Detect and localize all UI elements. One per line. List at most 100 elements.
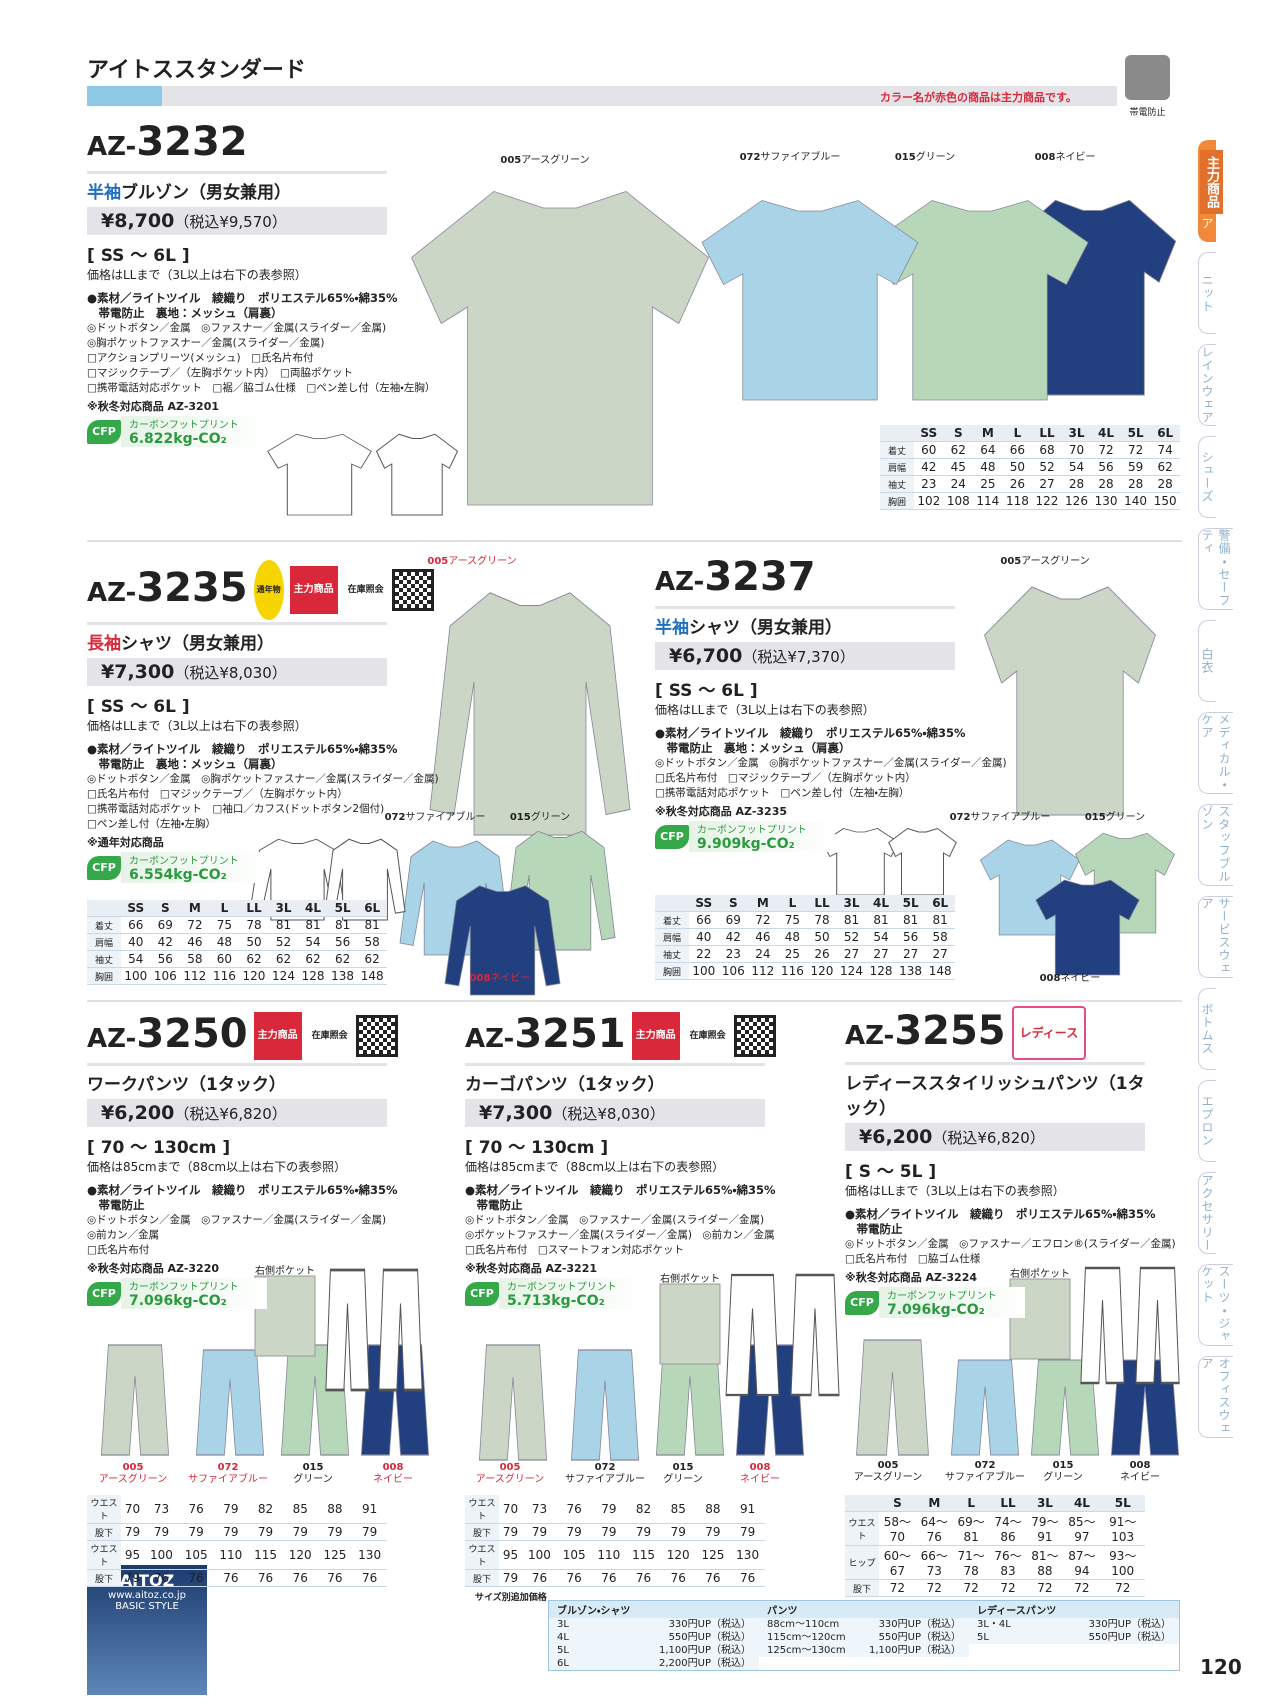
- cfp-value: 5.713kg-CO₂: [507, 1293, 605, 1309]
- size-row: 股下 79 79 79 79 79 79 79 79: [87, 1523, 387, 1541]
- size-cell: 72: [1100, 1579, 1145, 1597]
- size-cell: 79: [317, 1523, 353, 1541]
- name-text: レディーススタイリッシュパンツ（1タック）: [845, 1074, 1145, 1119]
- price-value: ¥8,700: [101, 210, 175, 232]
- size-table: SS S M L LL 3L 4L 5L 6L 着丈 66 69 72 75 78 81 81 81 81 肩幅 40 4…: [655, 895, 955, 980]
- spec-line: □氏名片布付 □マジックテープ／（左胸ポケット内）: [655, 772, 916, 784]
- size-cell: 100: [144, 1540, 179, 1570]
- size-cell: 106: [150, 967, 181, 985]
- size-table: SS S M L LL 3L 4L 5L 6L 着丈 60 62 64 66 68 70 72 72 74 肩幅 42 4…: [880, 425, 1180, 510]
- size-cell: 76: [178, 1495, 214, 1524]
- product: AZ-3250 主力商品 在庫照会 ワークパンツ（1タック） ¥6,200（税込¥6,8…: [87, 1012, 398, 1309]
- extra-price: 550円UP（税込）: [878, 1632, 961, 1643]
- row-label: 肩幅: [87, 933, 121, 951]
- size-cell: 71～78: [952, 1545, 990, 1580]
- size-cell: 62: [298, 950, 328, 968]
- size-cell: 23: [914, 475, 944, 493]
- color-label: 072サファイアブルー: [385, 812, 486, 824]
- corner-cell: [845, 1495, 879, 1512]
- size-header: 4L: [1091, 425, 1121, 442]
- size-cell: 52: [1032, 458, 1062, 476]
- name-accent: 半袖: [655, 618, 689, 638]
- size-cell: 100: [522, 1540, 557, 1570]
- spec-line: ◎ドットボタン／金属 ◎ファスナー／金属(スライダー／金属): [87, 322, 387, 334]
- size-cell: 79: [144, 1523, 179, 1541]
- size-cell: 50: [807, 928, 837, 946]
- size-cell: 25: [777, 945, 808, 963]
- color-name: ネイビー: [490, 973, 531, 984]
- row-label: ヒップ: [845, 1545, 879, 1580]
- size-cell: 81: [925, 911, 955, 929]
- row-label: ウエスト: [845, 1511, 879, 1546]
- size-cell: 27: [866, 945, 896, 963]
- flat-sketch: [1080, 1266, 1125, 1385]
- price-value: ¥6,200: [859, 1126, 933, 1148]
- extra-price: 1,100円UP（税込）: [869, 1645, 961, 1656]
- size-row: 着丈 66 69 72 75 78 81 81 81 81: [87, 916, 387, 934]
- size-row: 胸囲 100 106 112 116 120 124 128 138 148: [655, 962, 955, 980]
- size-range: 5L: [977, 1632, 989, 1643]
- product: AZ-3255 レディース レディーススタイリッシュパンツ（1タック） ¥6,200（…: [845, 1006, 1176, 1318]
- size-range: 125cm～130cm: [767, 1645, 846, 1656]
- extra-price: 330円UP（税込）: [668, 1619, 751, 1630]
- product-name: 長袖シャツ（男女兼用）: [87, 629, 387, 654]
- row-label: 股下: [87, 1569, 121, 1587]
- size-cell: 95: [121, 1540, 145, 1570]
- code-prefix: AZ-: [845, 1021, 895, 1051]
- size-row: 胸囲 100 106 112 116 120 124 128 138 148: [87, 967, 387, 985]
- size-cell: 58: [180, 950, 210, 968]
- size-cell: 76: [556, 1495, 592, 1524]
- size-cell: 122: [1032, 492, 1062, 510]
- size-header: M: [915, 1495, 953, 1512]
- size-cell: 138: [327, 967, 358, 985]
- antistatic-label: 帯電防止: [1129, 108, 1166, 118]
- brand-logo: AITOZ www.aitoz.co.jp BASIC STYLE: [87, 1565, 207, 1695]
- size-cell: 91: [352, 1495, 387, 1524]
- size-cell: 118: [1002, 492, 1033, 510]
- flat-sketch: [325, 1268, 370, 1392]
- code-number: 3251: [514, 1011, 626, 1057]
- size-cell: 23: [718, 945, 749, 963]
- size-header-row: SS S M L LL 3L 4L 5L 6L: [880, 425, 1180, 442]
- size-cell: 75: [777, 911, 808, 929]
- size-cell: 72: [989, 1579, 1027, 1597]
- size-cell: 76: [556, 1569, 592, 1587]
- group-name: レディースパンツ: [969, 1601, 1179, 1618]
- code-number: 3232: [136, 119, 248, 165]
- size-cell: 91～103: [1100, 1511, 1145, 1546]
- price-note: 価格は85cmまで（88cm以上は右下の表参照）: [465, 1160, 725, 1174]
- size-cell: 26: [807, 945, 837, 963]
- product-code: AZ-3235 通年物 主力商品 在庫照会: [87, 560, 434, 620]
- color-name: サファイアブルー: [405, 812, 486, 823]
- size-row: 肩幅 40 42 46 48 50 52 54 56 58: [655, 928, 955, 946]
- garment: [856, 1339, 929, 1456]
- color-code: 008: [469, 973, 491, 984]
- size-cell: 27: [836, 945, 867, 963]
- spec-line: ◎ドットボタン／金属 ◎ファスナー／金属(スライダー／金属): [87, 1214, 387, 1226]
- name-accent: 半袖: [87, 183, 121, 203]
- tax-price: （税込¥7,370）: [742, 648, 855, 666]
- size-cell: 79: [499, 1569, 523, 1587]
- size-price-table: ブルゾン・シャツ 3L 330円UP（税込） 4L 550円UP（税込） 5L 1,100円…: [548, 1600, 1180, 1671]
- size-cell: 78: [239, 916, 269, 934]
- code-prefix: AZ-: [87, 132, 137, 162]
- row-label: 着丈: [655, 911, 689, 929]
- size-cell: 88: [317, 1495, 353, 1524]
- name-text: カーゴパンツ（1タック）: [465, 1075, 665, 1095]
- color-name: グリーン: [915, 152, 956, 163]
- cfp-label: カーボンフットプリント: [887, 1291, 997, 1302]
- color-name: サファイアブルー: [945, 1472, 1025, 1483]
- size-range: 3L: [557, 1619, 569, 1630]
- size-cell: 72: [952, 1579, 990, 1597]
- size-cell: 70: [1061, 441, 1092, 459]
- flat-sketch: [267, 433, 372, 516]
- color-name: アースグリーン: [98, 1474, 168, 1485]
- size-header-row: SS S M L LL 3L 4L 5L 6L: [87, 900, 387, 917]
- size-header: 5L: [327, 900, 358, 917]
- color-name: ネイビー: [1120, 1472, 1160, 1483]
- extra-price: 2,200円UP（税込）: [659, 1658, 751, 1669]
